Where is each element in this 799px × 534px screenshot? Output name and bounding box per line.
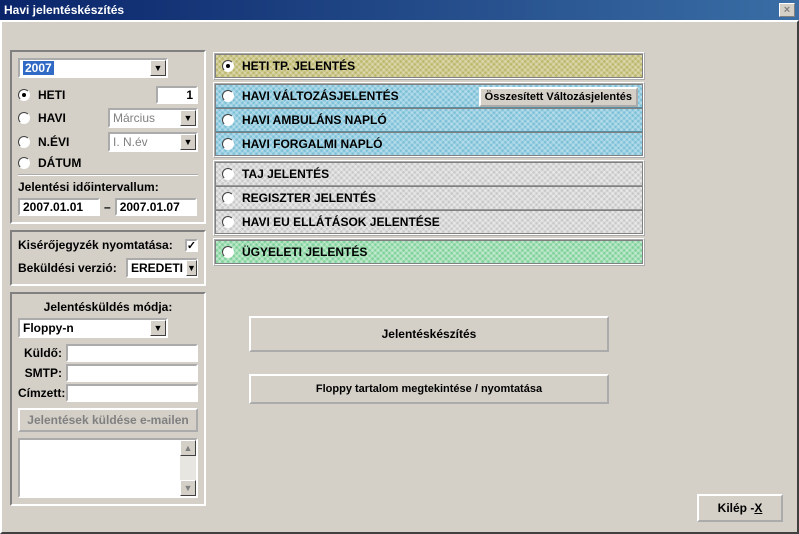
dash: –: [104, 200, 111, 214]
period-havi-label: HAVI: [38, 111, 93, 125]
chevron-down-icon[interactable]: ▼: [150, 320, 166, 336]
period-heti-row[interactable]: HETI 1: [18, 86, 198, 104]
radio-icon: [222, 114, 234, 126]
cimzett-row: Címzett:: [18, 384, 198, 402]
period-nevi-label: N.ÉVI: [38, 135, 93, 149]
radio-icon: [18, 136, 30, 148]
report-havi-forg[interactable]: HAVI FORGALMI NAPLÓ: [215, 132, 643, 156]
radio-icon: [222, 60, 234, 72]
send-method: Floppy-n: [20, 320, 150, 336]
havi-value: Március: [110, 110, 180, 126]
smtp-label: SMTP:: [18, 366, 66, 380]
window-title: Havi jelentéskészítés: [4, 0, 124, 20]
send-listbox[interactable]: ▲ ▼: [18, 438, 198, 498]
interval-label: Jelentési időintervallum:: [18, 180, 198, 194]
scroll-down-icon[interactable]: ▼: [180, 480, 196, 496]
report-havi-eu[interactable]: HAVI EU ELLÁTÁSOK JELENTÉSE: [215, 210, 643, 234]
chevron-down-icon[interactable]: ▼: [180, 110, 196, 126]
cimzett-input[interactable]: [66, 384, 198, 402]
period-datum-row[interactable]: DÁTUM: [18, 156, 198, 170]
left-column: 2007 ▼ HETI 1 HAVI Március ▼ N.É: [10, 50, 206, 506]
date-range-row: 2007.01.01 – 2007.01.07: [18, 198, 198, 216]
kuldo-input[interactable]: [66, 344, 198, 362]
floppy-view-button[interactable]: Floppy tartalom megtekintése / nyomtatás…: [249, 374, 609, 404]
year-value: 2007: [23, 61, 54, 75]
havi-select[interactable]: Március ▼: [108, 108, 198, 128]
cimzett-label: Címzett:: [18, 386, 66, 400]
year-select[interactable]: 2007 ▼: [18, 58, 168, 78]
kuldo-label: Küldő:: [18, 346, 66, 360]
report-ugyeleti[interactable]: ÜGYELETI JELENTÉS: [215, 240, 643, 264]
smtp-row: SMTP:: [18, 364, 198, 382]
radio-icon: [18, 112, 30, 124]
bekuldesi-select[interactable]: EREDETI ▼: [126, 258, 198, 278]
send-title: Jelentésküldés módja:: [18, 300, 198, 314]
period-panel: 2007 ▼ HETI 1 HAVI Március ▼ N.É: [10, 50, 206, 224]
radio-icon: [222, 168, 234, 180]
close-icon[interactable]: ×: [779, 3, 795, 17]
reports-column: HETI TP. JELENTÉS HAVI VÁLTOZÁSJELENTÉS …: [213, 52, 645, 404]
chevron-down-icon[interactable]: ▼: [186, 260, 197, 276]
period-datum-label: DÁTUM: [38, 156, 81, 170]
date-from[interactable]: 2007.01.01: [18, 198, 100, 216]
report-regiszter[interactable]: REGISZTER JELENTÉS: [215, 186, 643, 210]
send-email-button[interactable]: Jelentések küldése e-mailen: [18, 408, 198, 432]
report-heti-tp[interactable]: HETI TP. JELENTÉS: [215, 54, 643, 78]
period-nevi-row[interactable]: N.ÉVI I. N.év ▼: [18, 132, 198, 152]
heti-value[interactable]: 1: [156, 86, 198, 104]
make-report-button[interactable]: Jelentéskészítés: [249, 316, 609, 352]
send-panel: Jelentésküldés módja: Floppy-n ▼ Küldő: …: [10, 292, 206, 506]
radio-icon: [222, 246, 234, 258]
options-panel: Kisérőjegyzék nyomtatása: ✓ Beküldési ve…: [10, 230, 206, 286]
send-method-select[interactable]: Floppy-n ▼: [18, 318, 168, 338]
chevron-down-icon[interactable]: ▼: [180, 134, 196, 150]
report-havi-amb[interactable]: HAVI AMBULÁNS NAPLÓ: [215, 108, 643, 132]
bekuldesi-value: EREDETI: [128, 260, 186, 276]
smtp-input[interactable]: [66, 364, 198, 382]
radio-icon: [222, 216, 234, 228]
period-havi-row[interactable]: HAVI Március ▼: [18, 108, 198, 128]
title-bar: Havi jelentéskészítés ×: [0, 0, 799, 20]
report-taj[interactable]: TAJ JELENTÉS: [215, 162, 643, 186]
date-to[interactable]: 2007.01.07: [115, 198, 197, 216]
bekuldesi-label: Beküldési verzió:: [18, 261, 117, 275]
nevi-select[interactable]: I. N.év ▼: [108, 132, 198, 152]
radio-icon: [222, 138, 234, 150]
exit-button[interactable]: Kilép - X: [697, 494, 783, 522]
kiserojegyzek-checkbox[interactable]: ✓: [185, 239, 198, 252]
kuldo-row: Küldő:: [18, 344, 198, 362]
nevi-value: I. N.év: [110, 134, 180, 150]
period-heti-label: HETI: [38, 88, 93, 102]
osszesitett-button[interactable]: Összesített Változásjelentés: [479, 87, 638, 107]
report-havi-valt[interactable]: HAVI VÁLTOZÁSJELENTÉS Összesített Változ…: [215, 84, 643, 108]
radio-icon: [18, 89, 30, 101]
scroll-up-icon[interactable]: ▲: [180, 440, 196, 456]
chevron-down-icon[interactable]: ▼: [150, 60, 166, 76]
radio-icon: [222, 90, 234, 102]
kiserojegyzek-label: Kisérőjegyzék nyomtatása:: [18, 238, 173, 252]
radio-icon: [18, 157, 30, 169]
radio-icon: [222, 192, 234, 204]
client-area: 2007 ▼ HETI 1 HAVI Március ▼ N.É: [0, 20, 799, 534]
